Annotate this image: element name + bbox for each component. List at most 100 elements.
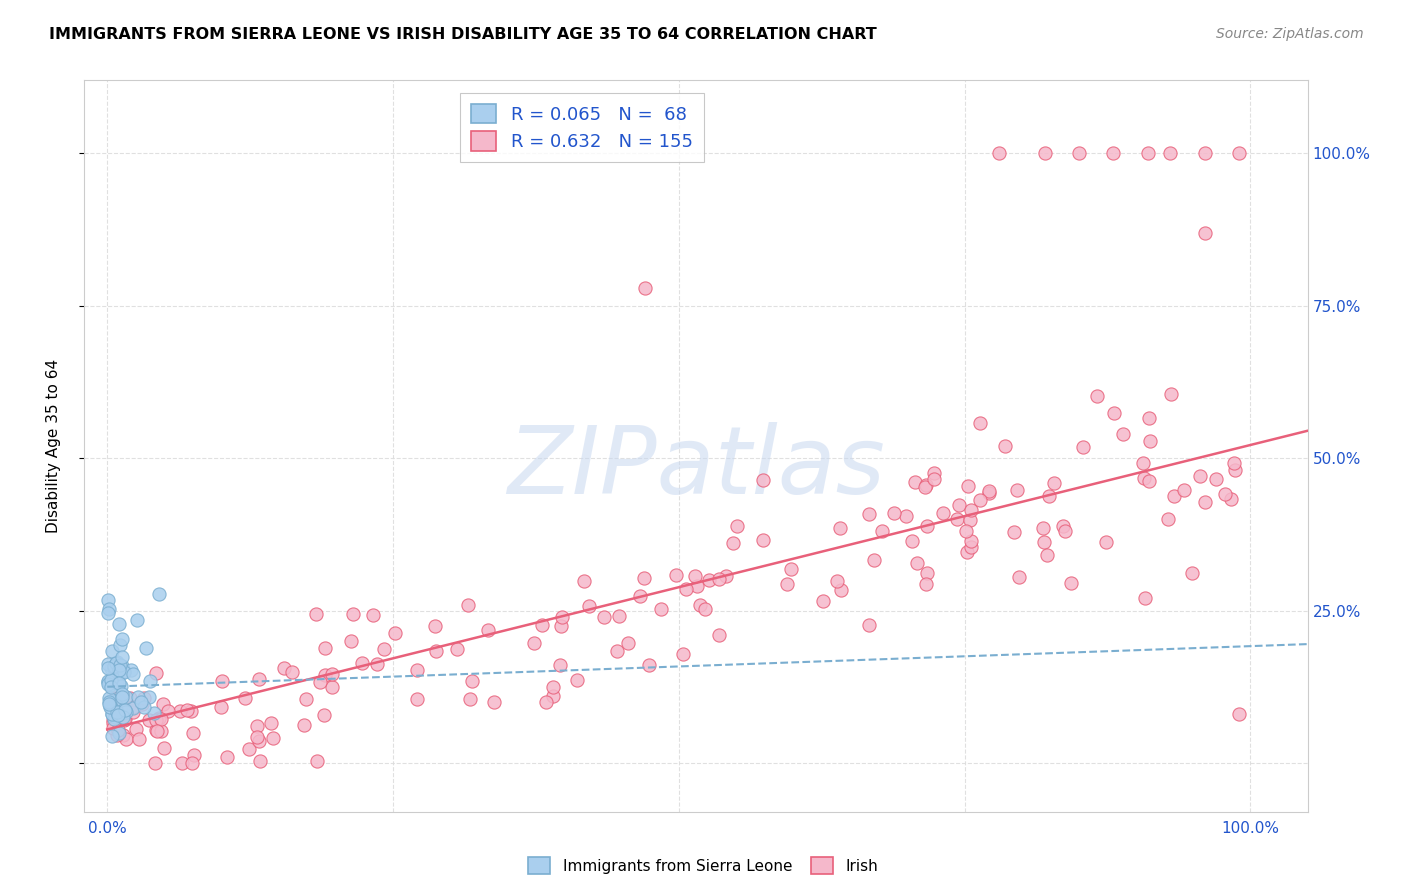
- Point: [915, 478, 938, 492]
- Point: [104, 710, 127, 724]
- Point: [914, 480, 936, 494]
- Point: [238, 742, 260, 756]
- Point: [1173, 483, 1195, 497]
- Point: [1225, 463, 1247, 477]
- Point: [709, 628, 731, 642]
- Point: [180, 704, 202, 718]
- Point: [101, 707, 124, 722]
- Point: [100, 644, 122, 658]
- Point: [1137, 410, 1160, 425]
- Point: [114, 712, 136, 726]
- Point: [246, 719, 269, 733]
- Point: [578, 599, 600, 614]
- Point: [946, 511, 969, 525]
- Point: [108, 616, 131, 631]
- Point: [1163, 489, 1185, 503]
- Point: [183, 748, 205, 763]
- Point: [752, 473, 775, 487]
- Point: [127, 613, 149, 627]
- Point: [127, 690, 149, 705]
- Point: [1052, 518, 1074, 533]
- Point: [108, 663, 131, 677]
- Point: [1033, 146, 1056, 161]
- Point: [148, 587, 170, 601]
- Point: [235, 690, 257, 705]
- Point: [247, 733, 270, 747]
- Point: [148, 711, 170, 725]
- Point: [115, 690, 138, 705]
- Point: [107, 708, 129, 723]
- Point: [969, 492, 991, 507]
- Point: [111, 649, 134, 664]
- Point: [100, 681, 122, 695]
- Point: [900, 534, 922, 549]
- Point: [721, 536, 744, 550]
- Point: [262, 731, 284, 745]
- Point: [97, 661, 120, 675]
- Point: [273, 661, 295, 675]
- Point: [112, 665, 135, 679]
- Point: [461, 674, 484, 689]
- Point: [689, 599, 711, 613]
- Point: [100, 673, 122, 688]
- Point: [305, 607, 328, 621]
- Point: [281, 665, 304, 680]
- Point: [1189, 468, 1212, 483]
- Point: [858, 618, 880, 632]
- Point: [955, 524, 977, 539]
- Point: [457, 598, 479, 612]
- Point: [295, 692, 318, 706]
- Point: [1205, 472, 1227, 486]
- Point: [247, 673, 270, 687]
- Point: [100, 700, 122, 714]
- Point: [98, 697, 121, 711]
- Point: [1139, 434, 1161, 449]
- Point: [665, 568, 688, 582]
- Point: [593, 609, 616, 624]
- Point: [112, 727, 135, 741]
- Point: [779, 562, 801, 576]
- Point: [858, 507, 880, 521]
- Point: [1094, 534, 1116, 549]
- Point: [1085, 389, 1108, 403]
- Point: [361, 608, 384, 623]
- Point: [565, 673, 588, 687]
- Point: [863, 553, 886, 567]
- Point: [97, 606, 120, 620]
- Legend: R = 0.065   N =  68, R = 0.632   N = 155: R = 0.065 N = 68, R = 0.632 N = 155: [460, 93, 704, 161]
- Point: [260, 716, 283, 731]
- Point: [960, 503, 983, 517]
- Point: [108, 692, 131, 706]
- Point: [122, 701, 145, 715]
- Point: [617, 636, 640, 650]
- Point: [1223, 456, 1246, 470]
- Point: [1104, 407, 1126, 421]
- Point: [830, 583, 852, 598]
- Point: [122, 706, 145, 720]
- Point: [321, 667, 343, 681]
- Point: [98, 690, 121, 705]
- Point: [308, 675, 330, 690]
- Point: [650, 602, 672, 616]
- Point: [994, 438, 1017, 452]
- Point: [675, 582, 697, 596]
- Point: [1005, 483, 1028, 498]
- Point: [405, 663, 427, 677]
- Point: [425, 644, 447, 658]
- Point: [105, 676, 128, 690]
- Point: [111, 687, 134, 701]
- Point: [101, 729, 124, 743]
- Text: Source: ZipAtlas.com: Source: ZipAtlas.com: [1216, 27, 1364, 41]
- Point: [686, 579, 709, 593]
- Point: [143, 756, 166, 770]
- Point: [883, 506, 905, 520]
- Point: [1137, 474, 1160, 488]
- Point: [112, 714, 135, 728]
- Point: [97, 675, 120, 690]
- Point: [98, 694, 121, 708]
- Text: ZIPatlas: ZIPatlas: [508, 423, 884, 514]
- Point: [1032, 521, 1054, 535]
- Point: [98, 602, 121, 616]
- Point: [541, 690, 564, 704]
- Point: [956, 479, 979, 493]
